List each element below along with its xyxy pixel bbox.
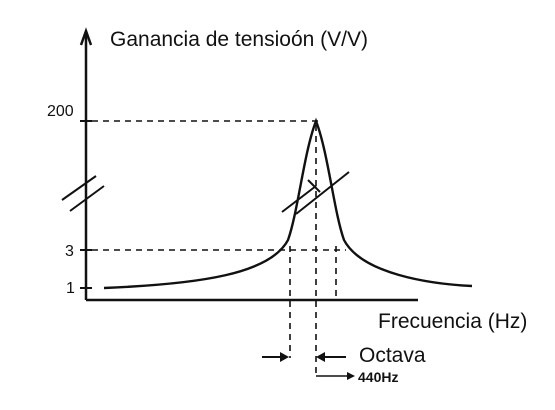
guide-lines — [92, 120, 346, 376]
y-axis-title: Ganancia de tensioón (V/V) — [110, 28, 368, 51]
y-axis-break-mark — [69, 185, 105, 212]
x-axis-title: Frecuencia (Hz) — [378, 310, 527, 333]
center-frequency-marker — [316, 372, 355, 380]
y-ticks: 200 3 1 — [47, 103, 92, 297]
octave-bracket — [262, 352, 346, 362]
y-axis — [61, 27, 105, 300]
curve-break-marks — [281, 171, 350, 215]
y-axis-break-mark — [61, 175, 97, 201]
y-tick-label-1: 1 — [66, 280, 75, 297]
center-frequency-label: 440Hz — [358, 369, 398, 385]
y-tick-label-200: 200 — [47, 103, 74, 120]
bandwidth-label: Octava — [359, 344, 426, 367]
response-curve — [103, 117, 473, 290]
y-tick-label-3: 3 — [65, 243, 74, 260]
